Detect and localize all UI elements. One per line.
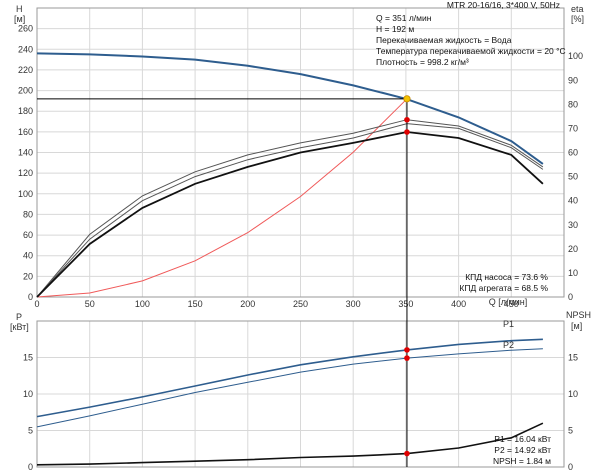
info-head: H = 192 м bbox=[376, 24, 414, 34]
bottom-plot-frame bbox=[36, 320, 565, 468]
right-tick-label: 10 bbox=[568, 389, 578, 399]
info-p2: P2 = 14.92 кВт bbox=[494, 445, 551, 455]
right-tick-label: 0 bbox=[568, 462, 573, 472]
series-label-p2: P2 bbox=[503, 340, 514, 350]
series-npsh bbox=[36, 422, 544, 466]
left-tick-label: 100 bbox=[18, 189, 33, 199]
q-axis-label: Q [л/мин] bbox=[489, 297, 527, 307]
left-tick-label: 40 bbox=[23, 251, 33, 261]
chart-title: MTR 20-16/16, 3*400 V, 50Hz bbox=[447, 0, 560, 10]
marker-layer bbox=[37, 95, 411, 467]
right-tick-label: 5 bbox=[568, 426, 573, 436]
left-tick-label: 60 bbox=[23, 230, 33, 240]
left-tick-label: 20 bbox=[23, 271, 33, 281]
series-head bbox=[36, 52, 544, 165]
left-tick-label: 120 bbox=[18, 168, 33, 178]
npsh-axis-unit: [м] bbox=[571, 321, 582, 331]
left-tick-label: 240 bbox=[18, 44, 33, 54]
series-p2 bbox=[36, 348, 543, 428]
info-liquid: Перекачиваемая жидкость = Вода bbox=[376, 35, 512, 45]
left-tick-label: 160 bbox=[18, 127, 33, 137]
x-tick-label: 250 bbox=[293, 299, 308, 309]
op-point-p1 bbox=[404, 347, 410, 353]
p-axis-label: P bbox=[16, 312, 22, 322]
top-plot-frame bbox=[36, 7, 565, 298]
x-tick-label: 400 bbox=[451, 299, 466, 309]
right-tick-label: 40 bbox=[568, 196, 578, 206]
right-tick-label: 0 bbox=[568, 292, 573, 302]
grid-layer bbox=[37, 8, 564, 467]
right-tick-label: 90 bbox=[568, 75, 578, 85]
series-layer bbox=[36, 52, 544, 466]
op-point-p2 bbox=[404, 355, 410, 361]
frame-layer bbox=[36, 7, 565, 468]
x-tick-label: 50 bbox=[85, 299, 95, 309]
x-tick-label: 450 bbox=[504, 299, 519, 309]
h-axis-label: H bbox=[16, 4, 23, 14]
info-density: Плотность = 998.2 кг/м³ bbox=[376, 57, 469, 67]
right-tick-label: 10 bbox=[568, 268, 578, 278]
right-tick-label: 100 bbox=[568, 51, 583, 61]
left-tick-label: 0 bbox=[28, 462, 33, 472]
right-tick-label: 30 bbox=[568, 220, 578, 230]
left-tick-label: 200 bbox=[18, 86, 33, 96]
left-tick-label: 260 bbox=[18, 24, 33, 34]
left-tick-label: 5 bbox=[28, 426, 33, 436]
series-system bbox=[36, 98, 408, 298]
right-tick-label: 60 bbox=[568, 148, 578, 158]
left-tick-label: 15 bbox=[23, 353, 33, 363]
eta-axis-unit: [%] bbox=[571, 14, 584, 24]
left-tick-label: 80 bbox=[23, 209, 33, 219]
info-eta-unit: КПД агрегата = 68.5 % bbox=[459, 283, 548, 293]
op-point-head bbox=[403, 95, 411, 103]
x-tick-label: 200 bbox=[240, 299, 255, 309]
left-tick-label: 140 bbox=[18, 148, 33, 158]
p-axis-unit: [кВт] bbox=[10, 322, 29, 332]
info-p1: P1 = 16.04 кВт bbox=[494, 434, 551, 444]
series-p1 bbox=[36, 338, 543, 418]
info-eta-pump: КПД насоса = 73.6 % bbox=[465, 272, 548, 282]
right-tick-label: 70 bbox=[568, 123, 578, 133]
left-tick-label: 0 bbox=[28, 292, 33, 302]
right-tick-label: 20 bbox=[568, 244, 578, 254]
info-flow: Q = 351 л/мин bbox=[376, 13, 432, 23]
x-tick-label: 0 bbox=[34, 299, 39, 309]
x-tick-label: 150 bbox=[188, 299, 203, 309]
eta-axis-label: eta bbox=[571, 4, 584, 14]
op-point-npsh bbox=[404, 450, 410, 457]
right-tick-label: 80 bbox=[568, 99, 578, 109]
x-tick-label: 350 bbox=[398, 299, 413, 309]
series-eta-pump-inner bbox=[36, 123, 544, 298]
op-point-eta-unit bbox=[404, 129, 410, 135]
op-point-eta-pump bbox=[404, 116, 410, 123]
h-axis-unit: [м] bbox=[14, 14, 25, 24]
info-npsh: NPSH = 1.84 м bbox=[493, 456, 551, 466]
left-tick-label: 220 bbox=[18, 65, 33, 75]
tick-layer: 0 50 100 150 200 250 300 350 400 4500204060801001… bbox=[18, 24, 583, 472]
npsh-axis-label: NPSH bbox=[566, 310, 591, 320]
x-tick-label: 300 bbox=[346, 299, 361, 309]
left-tick-label: 10 bbox=[23, 389, 33, 399]
series-eta-unit bbox=[36, 131, 544, 298]
right-tick-label: 15 bbox=[568, 353, 578, 363]
right-tick-label: 50 bbox=[568, 172, 578, 182]
series-label-p1: P1 bbox=[503, 319, 514, 329]
left-tick-label: 180 bbox=[18, 106, 33, 116]
series-eta-pump bbox=[36, 119, 544, 298]
x-tick-label: 100 bbox=[135, 299, 150, 309]
info-temperature: Температура перекачиваемой жидкости = 20… bbox=[376, 46, 566, 56]
